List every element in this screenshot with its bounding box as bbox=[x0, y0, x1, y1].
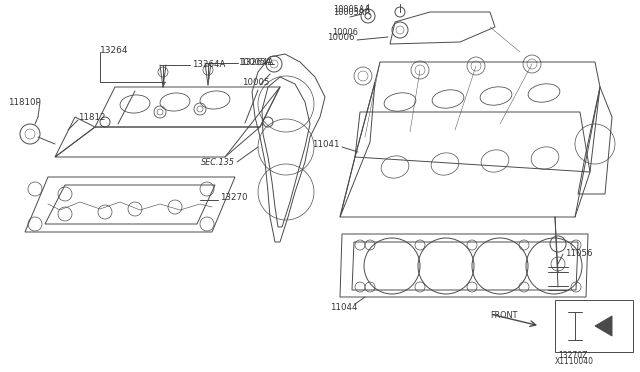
Text: 11044: 11044 bbox=[330, 302, 358, 311]
Text: 10005A: 10005A bbox=[238, 58, 271, 67]
Text: 13270Z: 13270Z bbox=[558, 350, 588, 359]
Text: 11810P: 11810P bbox=[8, 97, 40, 106]
Text: 13264A: 13264A bbox=[240, 58, 273, 67]
Bar bbox=[555, 300, 633, 352]
Text: SEC.135: SEC.135 bbox=[201, 157, 235, 167]
Text: 10005AA: 10005AA bbox=[333, 7, 370, 16]
Text: 10005AA: 10005AA bbox=[333, 4, 370, 13]
Text: FRONT: FRONT bbox=[490, 311, 518, 320]
Text: 10006: 10006 bbox=[328, 32, 355, 42]
Text: 13264A: 13264A bbox=[192, 60, 225, 68]
Text: 13270: 13270 bbox=[220, 192, 248, 202]
Polygon shape bbox=[595, 316, 612, 336]
Text: 11812: 11812 bbox=[78, 112, 106, 122]
Text: 10006: 10006 bbox=[332, 28, 358, 36]
Text: X1110040: X1110040 bbox=[555, 357, 594, 366]
Text: 11041: 11041 bbox=[312, 140, 340, 148]
Text: 10005: 10005 bbox=[242, 77, 269, 87]
Text: 13264: 13264 bbox=[100, 45, 129, 55]
Text: 11056: 11056 bbox=[565, 250, 593, 259]
